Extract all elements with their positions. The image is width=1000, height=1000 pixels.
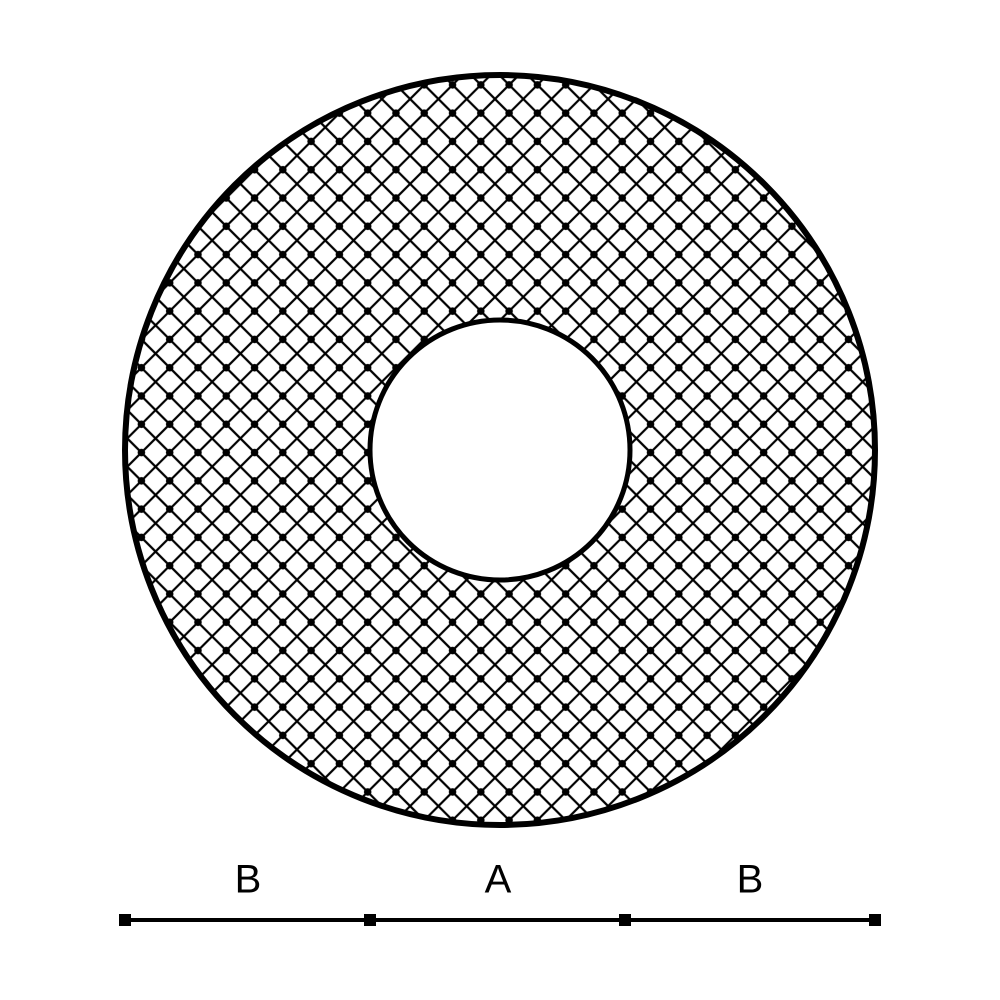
dimension-label-a: A (485, 858, 512, 903)
dimension-label-b-left: B (235, 858, 262, 903)
dimension-label-b-right: B (737, 858, 764, 903)
annulus-svg (0, 0, 1000, 1000)
diagram-canvas: B A B (0, 0, 1000, 1000)
hatched-annulus (0, 0, 1000, 1000)
